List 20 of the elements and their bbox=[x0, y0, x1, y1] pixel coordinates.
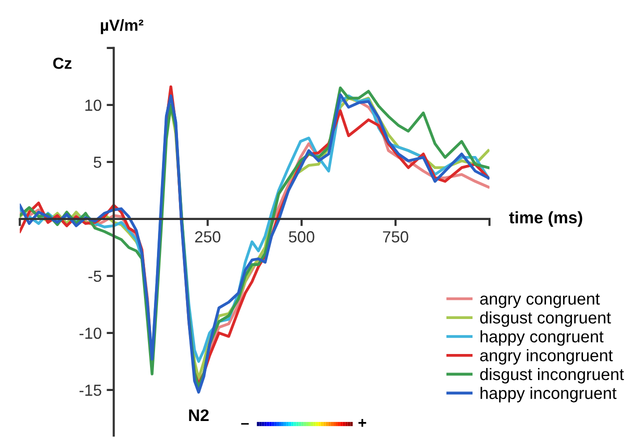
y-tick-label: -15 bbox=[80, 384, 102, 396]
x-axis-title: time (ms) bbox=[509, 211, 582, 227]
x-tick-label: 750 bbox=[383, 231, 408, 242]
y-tick-label: -5 bbox=[88, 270, 102, 282]
annotation: + bbox=[358, 419, 366, 427]
legend-label: angry congruent bbox=[480, 294, 600, 308]
legend-label: disgust incongruent bbox=[480, 368, 624, 384]
x-tick-label: 250 bbox=[195, 231, 220, 242]
annotation: – bbox=[241, 423, 249, 425]
legend-label: angry incongruent bbox=[480, 349, 613, 365]
legend-label: disgust congruent bbox=[480, 311, 611, 327]
legend-label: happy incongruent bbox=[480, 386, 616, 402]
y-tick-label: 5 bbox=[94, 156, 102, 168]
y-tick-label: -10 bbox=[80, 328, 102, 339]
y-axis-title: µV/m² bbox=[100, 19, 144, 34]
annotation: N2 bbox=[189, 409, 209, 421]
annotation: Cz bbox=[53, 58, 72, 69]
y-tick-label: 10 bbox=[85, 100, 102, 111]
legend-label: happy congruent bbox=[480, 330, 604, 346]
x-tick-label: 500 bbox=[288, 231, 314, 242]
